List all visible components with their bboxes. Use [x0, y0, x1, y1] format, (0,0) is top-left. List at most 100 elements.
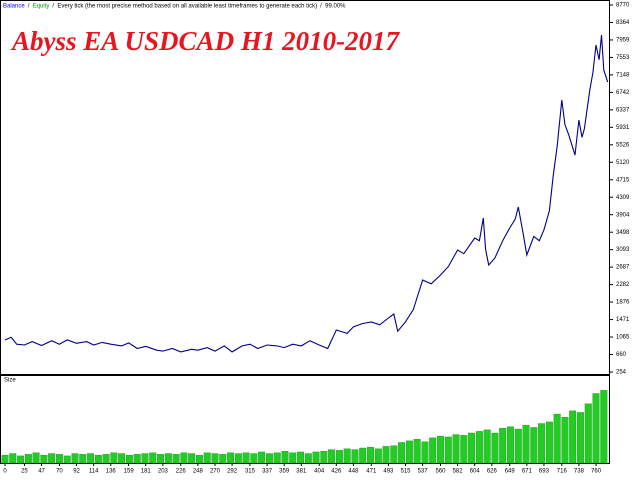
x-tick-label: 693	[539, 469, 550, 475]
size-bar	[514, 428, 522, 464]
size-bar	[452, 434, 460, 464]
size-bar	[468, 432, 476, 464]
size-bar	[429, 437, 437, 464]
size-bar	[71, 453, 79, 464]
size-bar	[149, 452, 157, 464]
size-bar	[79, 454, 87, 464]
x-tick-label: 381	[296, 469, 307, 475]
size-bar	[413, 439, 421, 464]
size-bar	[335, 450, 343, 464]
x-tick-label: 493	[383, 469, 394, 475]
size-bar	[491, 432, 499, 464]
y-tick-label: 5120	[616, 160, 630, 166]
size-bar	[390, 445, 398, 464]
size-bar	[444, 436, 452, 464]
legend-entry: Equity	[33, 4, 50, 10]
size-bar	[141, 453, 149, 464]
size-bar	[359, 447, 367, 464]
legend-entry: 99.00%	[325, 4, 346, 10]
x-tick-label: 515	[400, 469, 411, 475]
size-bar	[133, 454, 141, 464]
x-tick-label: 359	[279, 469, 290, 475]
x-tick-label: 560	[435, 469, 446, 475]
x-tick-label: 203	[158, 469, 169, 475]
x-tick-label: 760	[591, 469, 602, 475]
x-tick-label: 649	[505, 469, 516, 475]
x-tick-label: 426	[331, 469, 342, 475]
size-bar	[437, 435, 444, 464]
size-bar	[110, 452, 118, 464]
size-bar	[530, 427, 538, 464]
size-bar	[398, 442, 406, 464]
size-bar	[545, 421, 553, 464]
size-bar	[32, 452, 40, 464]
x-tick-label: 226	[176, 469, 187, 475]
y-tick-label: 4309	[616, 195, 630, 201]
size-bar	[343, 448, 351, 464]
size-bar	[421, 441, 429, 464]
size-bar	[600, 390, 608, 464]
x-tick-label: 25	[21, 469, 28, 475]
size-bar	[312, 451, 320, 464]
size-bar	[195, 454, 203, 464]
size-bar	[367, 447, 374, 464]
balance-line	[4, 34, 609, 353]
size-bar	[180, 452, 188, 464]
size-bar	[577, 412, 584, 464]
size-bar	[522, 424, 530, 464]
legend-separator: /	[320, 4, 322, 10]
x-tick-label: 337	[262, 469, 273, 475]
x-tick-label: 448	[348, 469, 359, 475]
size-bar	[265, 453, 273, 464]
size-bar	[219, 454, 227, 464]
x-tick-label: 671	[522, 469, 533, 475]
y-tick-label: 1471	[616, 317, 630, 323]
x-tick-label: 248	[193, 469, 204, 475]
size-bar	[538, 423, 546, 464]
x-tick-label: 270	[210, 469, 221, 475]
size-bar	[553, 413, 561, 464]
size-bar	[125, 454, 133, 464]
size-bar	[507, 426, 514, 464]
size-bar	[63, 455, 71, 464]
y-tick-label: 6742	[616, 90, 630, 96]
size-bar	[242, 452, 250, 464]
x-tick-label: 0	[3, 469, 7, 475]
x-tick-label: 537	[418, 469, 429, 475]
size-bar	[55, 454, 63, 464]
y-tick-label: 7553	[616, 55, 630, 61]
size-bar	[203, 452, 211, 464]
size-bar	[460, 435, 468, 464]
y-tick-label: 7959	[616, 38, 630, 44]
size-bar	[172, 454, 180, 464]
size-bar	[24, 454, 32, 464]
size-bar	[40, 454, 48, 464]
x-tick-label: 159	[124, 469, 135, 475]
size-bar	[328, 449, 336, 464]
x-tick-label: 292	[227, 469, 238, 475]
size-bar	[351, 449, 359, 464]
size-bar	[211, 453, 219, 464]
size-bar	[234, 453, 242, 464]
panel-label: Size	[4, 378, 16, 384]
x-tick-label: 47	[38, 469, 45, 475]
legend-entry: Balance	[3, 4, 25, 10]
y-tick-label: 5931	[616, 125, 630, 131]
x-tick-label: 626	[487, 469, 498, 475]
size-bar	[118, 453, 126, 464]
y-tick-label: 2282	[616, 282, 630, 288]
size-bar	[227, 452, 234, 464]
legend-separator: /	[52, 4, 54, 10]
y-tick-label: 7148	[616, 72, 630, 78]
y-tick-label: 6337	[616, 107, 630, 113]
size-bar	[289, 452, 297, 464]
size-bar	[157, 454, 164, 464]
y-tick-label: 8770	[616, 3, 630, 9]
size-bar	[405, 440, 413, 464]
x-tick-label: 181	[141, 469, 152, 475]
size-bar	[250, 453, 258, 464]
size-bar	[475, 431, 483, 464]
legend-entry: Every tick (the most precise method base…	[57, 4, 317, 10]
size-bar	[592, 393, 600, 464]
y-tick-label: 5526	[616, 142, 630, 148]
